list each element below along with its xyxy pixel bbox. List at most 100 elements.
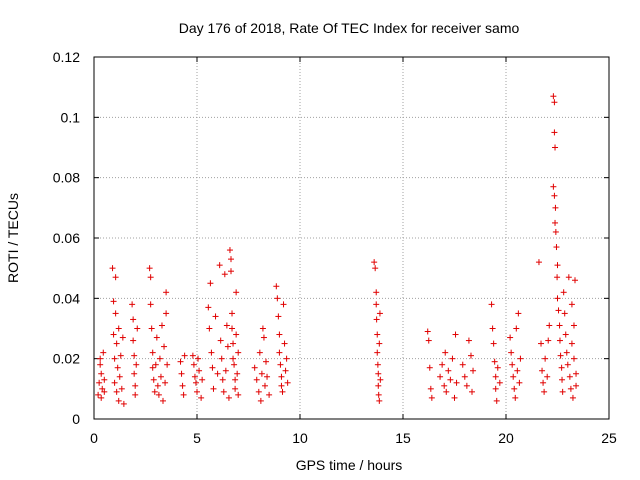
data-point [198, 394, 205, 401]
data-point [156, 355, 163, 362]
y-tick-label: 0.04 [53, 290, 80, 306]
data-point [131, 352, 138, 359]
data-point [130, 316, 137, 323]
data-point [565, 274, 572, 281]
data-point [427, 385, 434, 392]
data-point [570, 322, 577, 329]
data-point [425, 337, 432, 344]
plot-frame [93, 56, 610, 420]
data-point [554, 262, 561, 269]
data-point [227, 268, 234, 275]
data-point [376, 397, 383, 404]
data-point [511, 385, 518, 392]
data-point [155, 391, 162, 398]
data-point [118, 385, 125, 392]
y-tick-label: 0.08 [53, 170, 80, 186]
data-point [264, 373, 271, 380]
data-point [374, 331, 381, 338]
data-point [157, 373, 164, 380]
data-point [253, 376, 260, 383]
data-point [275, 313, 282, 320]
data-point [514, 367, 521, 374]
x-tick-label: 20 [498, 430, 514, 446]
x-tick-label: 10 [292, 430, 308, 446]
data-point [109, 265, 116, 272]
data-point [545, 337, 552, 344]
x-axis-label: GPS time / hours [296, 457, 403, 473]
data-point [217, 337, 224, 344]
data-point [371, 259, 378, 266]
data-point [516, 379, 523, 386]
data-point [492, 373, 499, 380]
data-point [263, 358, 270, 365]
data-point [512, 394, 519, 401]
data-point [492, 385, 499, 392]
y-tick-label: 0.06 [53, 230, 80, 246]
data-point [558, 364, 565, 371]
data-point [544, 373, 551, 380]
data-point [508, 349, 515, 356]
data-point [115, 397, 122, 404]
data-point [469, 388, 476, 395]
data-point [153, 334, 160, 341]
y-tick-label: 0 [72, 411, 80, 427]
data-point [266, 391, 273, 398]
data-point [115, 325, 122, 332]
data-point [96, 379, 103, 386]
data-point [98, 394, 105, 401]
data-point [208, 349, 215, 356]
data-point [112, 274, 119, 281]
data-point [552, 144, 559, 151]
data-point [557, 352, 564, 359]
data-point [163, 310, 170, 317]
data-point [556, 322, 563, 329]
data-point [428, 394, 435, 401]
data-point [375, 370, 382, 377]
data-point [150, 376, 157, 383]
data-point [470, 367, 477, 374]
data-point [209, 364, 216, 371]
data-point [205, 304, 212, 311]
data-point [542, 355, 549, 362]
data-point [258, 370, 265, 377]
data-point [546, 322, 553, 329]
data-point [224, 343, 231, 350]
data-point [568, 301, 575, 308]
data-point [572, 277, 579, 284]
data-point [223, 322, 230, 329]
data-point [179, 382, 186, 389]
data-point [191, 373, 198, 380]
data-point [491, 358, 498, 365]
data-point [496, 379, 503, 386]
data-point [251, 364, 258, 371]
data-point [281, 340, 288, 347]
data-point [373, 301, 380, 308]
data-point [552, 204, 559, 211]
data-point [148, 325, 155, 332]
data-point [149, 364, 156, 371]
data-point [235, 349, 242, 356]
data-point [151, 388, 158, 395]
data-point [273, 283, 280, 290]
y-axis: 0 0.02 0.04 0.06 0.08 0.1 0.12 [53, 49, 609, 427]
data-point [229, 310, 236, 317]
data-point [540, 379, 547, 386]
data-point [375, 391, 382, 398]
data-point [214, 370, 221, 377]
data-point [443, 388, 450, 395]
data-point [152, 361, 159, 368]
data-point [133, 361, 140, 368]
data-point [161, 343, 168, 350]
data-point [232, 376, 239, 383]
data-point [218, 355, 225, 362]
data-point [282, 367, 289, 374]
data-point [261, 382, 268, 389]
data-point [222, 367, 229, 374]
data-point [146, 265, 153, 272]
data-point [284, 379, 291, 386]
data-point [279, 388, 286, 395]
chart-title: Day 176 of 2018, Rate Of TEC Index for r… [179, 20, 520, 36]
data-point [147, 274, 154, 281]
data-point [276, 331, 283, 338]
